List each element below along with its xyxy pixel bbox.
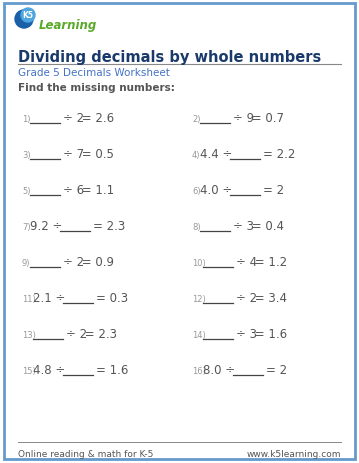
Text: 4.0 ÷: 4.0 ÷ <box>200 184 236 197</box>
Text: = 2.6: = 2.6 <box>78 112 114 125</box>
Text: = 1.2: = 1.2 <box>251 256 287 269</box>
Text: = 1.6: = 1.6 <box>251 327 287 340</box>
Text: = 2.3: = 2.3 <box>93 219 125 232</box>
Text: Dividing decimals by whole numbers: Dividing decimals by whole numbers <box>18 50 321 65</box>
Text: 15): 15) <box>22 366 36 375</box>
Text: ÷ 7: ÷ 7 <box>63 148 84 161</box>
Text: ÷ 3: ÷ 3 <box>233 219 254 232</box>
Text: Find the missing numbers:: Find the missing numbers: <box>18 83 175 93</box>
Text: = 0.7: = 0.7 <box>248 112 284 125</box>
Text: ÷ 2: ÷ 2 <box>63 256 84 269</box>
Text: 6): 6) <box>192 187 201 195</box>
Text: 16): 16) <box>192 366 206 375</box>
Text: 3): 3) <box>22 150 31 160</box>
Text: = 2.3: = 2.3 <box>81 327 117 340</box>
Text: 4.4 ÷: 4.4 ÷ <box>200 148 236 161</box>
Text: 14): 14) <box>192 330 206 339</box>
Text: = 1.1: = 1.1 <box>78 184 114 197</box>
Text: 12): 12) <box>192 294 206 303</box>
Text: www.k5learning.com: www.k5learning.com <box>247 449 341 458</box>
Text: 8): 8) <box>192 223 201 232</box>
Text: 5): 5) <box>22 187 31 195</box>
Text: = 0.9: = 0.9 <box>78 256 114 269</box>
Text: 9.2 ÷: 9.2 ÷ <box>30 219 66 232</box>
Text: ÷ 2: ÷ 2 <box>66 327 87 340</box>
Text: 4.8 ÷: 4.8 ÷ <box>33 363 69 376</box>
Text: 11): 11) <box>22 294 36 303</box>
Text: 2.1 ÷: 2.1 ÷ <box>33 291 69 304</box>
Text: ÷ 3: ÷ 3 <box>236 327 257 340</box>
Text: 8.0 ÷: 8.0 ÷ <box>203 363 239 376</box>
Circle shape <box>21 9 35 23</box>
Text: 7): 7) <box>22 223 31 232</box>
Text: ÷ 4: ÷ 4 <box>236 256 257 269</box>
Circle shape <box>15 11 33 29</box>
Text: 9): 9) <box>22 258 31 268</box>
Text: K5: K5 <box>23 12 33 20</box>
Text: Grade 5 Decimals Worksheet: Grade 5 Decimals Worksheet <box>18 68 170 78</box>
Text: 4): 4) <box>192 150 200 160</box>
Text: = 0.3: = 0.3 <box>96 291 128 304</box>
Text: 1): 1) <box>22 115 31 124</box>
Text: = 2.2: = 2.2 <box>263 148 295 161</box>
Text: Online reading & math for K-5: Online reading & math for K-5 <box>18 449 153 458</box>
Text: ÷ 6: ÷ 6 <box>63 184 84 197</box>
Text: 2): 2) <box>192 115 200 124</box>
Text: 13): 13) <box>22 330 36 339</box>
Text: ÷ 2: ÷ 2 <box>63 112 84 125</box>
Text: = 1.6: = 1.6 <box>96 363 129 376</box>
Text: ÷ 9: ÷ 9 <box>233 112 254 125</box>
Text: = 2: = 2 <box>266 363 287 376</box>
Text: ÷ 2: ÷ 2 <box>236 291 257 304</box>
Text: = 3.4: = 3.4 <box>251 291 287 304</box>
Text: = 0.5: = 0.5 <box>78 148 114 161</box>
Text: = 0.4: = 0.4 <box>248 219 284 232</box>
Text: Learning: Learning <box>39 19 97 32</box>
Text: 10): 10) <box>192 258 206 268</box>
Text: = 2: = 2 <box>263 184 284 197</box>
